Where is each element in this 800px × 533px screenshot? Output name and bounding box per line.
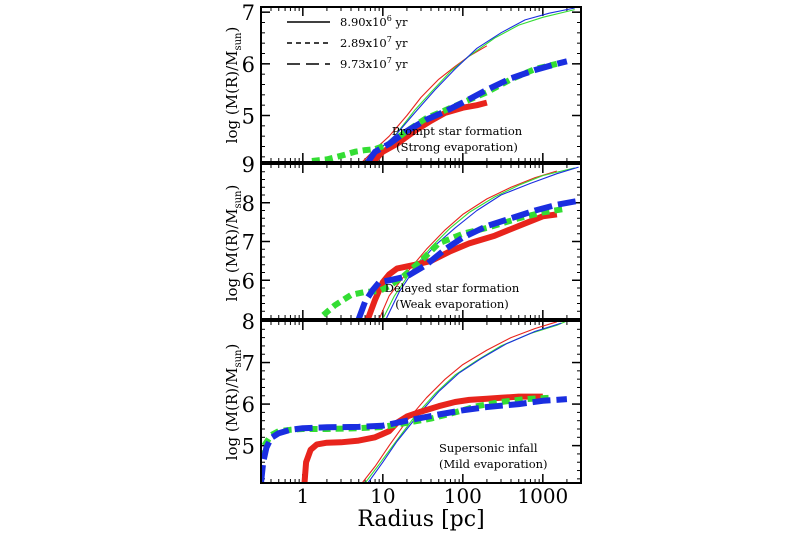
series-line-red-thin (378, 170, 558, 319)
panel-annotation: Supersonic infall (439, 441, 538, 455)
legend: 8.90x106 yr 2.89x107 yr 9.73x107 yr (287, 14, 408, 71)
panel-top: log (M(R)/Msun) 5 6 7 8.90x106 yr 2.89x107… (223, 1, 582, 163)
legend-label: 2.89x107 yr (340, 35, 408, 50)
y-tick-label: 8 (242, 310, 255, 334)
series-group (321, 166, 580, 319)
panel-annotation: (Weak evaporation) (395, 297, 509, 311)
y-tick-label: 9 (242, 153, 255, 177)
series-line-green-thin (364, 321, 568, 483)
panel-annotation: (Mild evaporation) (439, 457, 548, 471)
panel-bottom: log (M(R)/Msun) 5 6 7 8 Supersonic infall (… (223, 310, 582, 484)
x-tick-label: 1000 (517, 484, 568, 508)
y-axis-label: log (M(R)/Msun) (223, 344, 244, 461)
series-line-blue-thin (367, 322, 562, 483)
series-line-blue-thin (385, 166, 579, 319)
y-axis-label: log (M(R)/Msun) (223, 185, 244, 302)
legend-label: 8.90x106 yr (340, 14, 408, 29)
legend-label: 9.73x107 yr (340, 56, 408, 71)
series-line-green-thin (382, 167, 575, 319)
x-ticks: 1 10 100 1000 (296, 484, 568, 508)
y-tick-label: 5 (242, 435, 255, 459)
panel-annotation: (Strong evaporation) (396, 140, 518, 154)
panel-annotation: Delayed star formation (385, 281, 520, 295)
series-line-blue-thick (355, 197, 580, 319)
y-tick-label: 5 (242, 105, 255, 129)
series-line-blue-thin (367, 7, 575, 162)
y-tick-label: 6 (242, 269, 255, 293)
y-tick-label: 7 (242, 231, 255, 255)
x-tick-label: 100 (444, 484, 482, 508)
y-tick-label: 7 (242, 352, 255, 376)
panel-annotation: Prompt star formation (392, 124, 523, 138)
series-group (311, 7, 575, 162)
x-tick-label: 10 (370, 484, 395, 508)
y-tick-label: 8 (242, 192, 255, 216)
series-line-red-thin (361, 321, 558, 483)
series-line-blue-thick (261, 396, 568, 483)
series-line-blue-thick (365, 58, 568, 162)
x-axis-label: Radius [pc] (357, 507, 484, 532)
plot-frame (260, 163, 582, 320)
y-tick-label: 7 (242, 1, 255, 25)
x-tick-label: 1 (296, 484, 309, 508)
plot-frame (260, 320, 582, 484)
y-axis-label: log (M(R)/Msun) (223, 27, 244, 144)
y-tick-label: 6 (242, 53, 255, 77)
y-tick-label: 6 (242, 393, 255, 417)
plot-frame (260, 6, 582, 163)
panel-middle: log (M(R)/Msun) 6 7 8 9 Delayed star format… (223, 153, 582, 320)
series-group (261, 321, 568, 483)
